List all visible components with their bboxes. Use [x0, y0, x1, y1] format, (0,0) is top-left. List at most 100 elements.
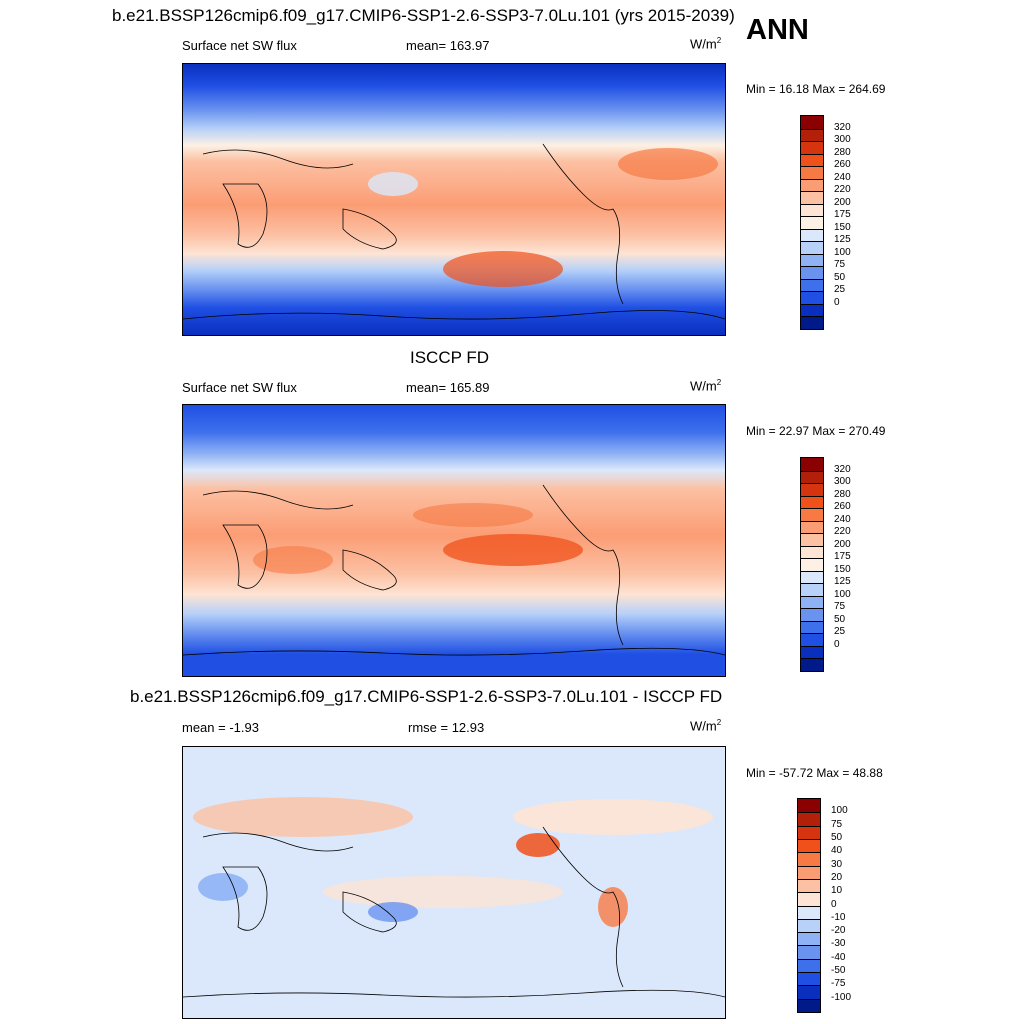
colorbar-label: 75 [831, 818, 843, 830]
colorbar-label: 0 [834, 638, 840, 650]
colorbar-box [801, 291, 823, 304]
colorbar-box [801, 645, 823, 659]
colorbar-label: -75 [831, 978, 846, 990]
colorbar-box [801, 278, 823, 292]
colorbar-box [801, 178, 823, 192]
colorbar-label: -30 [831, 938, 846, 950]
colorbar-label: 260 [834, 159, 851, 171]
colorbar-label: 50 [831, 831, 843, 843]
colorbar-box [801, 241, 823, 254]
colorbar-box [801, 508, 823, 521]
colorbar-label: 0 [831, 898, 837, 910]
colorbar-box [798, 945, 820, 959]
colorbar-box [801, 116, 823, 129]
main-title: b.e21.BSSP126cmip6.f09_g17.CMIP6-SSP1-2.… [112, 6, 735, 25]
colorbar-box [798, 958, 820, 973]
colorbar-label: -100 [831, 991, 852, 1003]
colorbar-label: 280 [834, 146, 851, 158]
panel1-left-label: Surface net SW flux [182, 38, 297, 53]
colorbar-label: 300 [834, 134, 851, 146]
colorbar-box [798, 892, 820, 906]
colorbar-label: 20 [831, 871, 843, 883]
colorbar-box [798, 838, 820, 853]
colorbar-box [798, 998, 820, 1012]
colorbar-label: 240 [834, 171, 851, 183]
colorbar-label: 125 [834, 234, 851, 246]
panel3-map [182, 746, 726, 1019]
colorbar-label: 30 [831, 858, 843, 870]
panel2-mean-label: mean= 165.89 [406, 380, 490, 395]
panel3-colorbar [797, 798, 821, 1013]
colorbar-label: 75 [834, 259, 846, 271]
colorbar-box [801, 458, 823, 471]
colorbar-box [801, 166, 823, 179]
colorbar-label: 25 [834, 284, 846, 296]
panel1-unit: W/m2 [690, 36, 722, 52]
colorbar-label: 50 [834, 271, 846, 283]
colorbar-box [801, 303, 823, 317]
colorbar-label: 200 [834, 538, 851, 550]
colorbar-label: 240 [834, 513, 851, 525]
colorbar-box [801, 228, 823, 242]
panel1-minmax: Min = 16.18 Max = 264.69 [746, 82, 886, 96]
colorbar-box [798, 905, 820, 919]
colorbar-label: 260 [834, 501, 851, 513]
colorbar-box [801, 595, 823, 609]
colorbar-box [798, 878, 820, 893]
colorbar-box [801, 620, 823, 634]
colorbar-box [798, 918, 820, 933]
colorbar-label: 0 [834, 296, 840, 308]
colorbar-box [798, 812, 820, 826]
panel2-title: ISCCP FD [410, 348, 490, 367]
colorbar-label: -40 [831, 951, 846, 963]
colorbar-label: 220 [834, 526, 851, 538]
panel2-minmax: Min = 22.97 Max = 270.49 [746, 424, 886, 438]
colorbar-label: 200 [834, 196, 851, 208]
colorbar-label: 150 [834, 563, 851, 575]
panel3-mean-label: mean = -1.93 [182, 720, 259, 735]
panel3-rmse-label: rmse = 12.93 [408, 720, 485, 735]
colorbar-box [798, 985, 820, 999]
colorbar-label: 175 [834, 551, 851, 563]
colorbar-box [801, 608, 823, 621]
colorbar-label: 150 [834, 221, 851, 233]
panel2-map [182, 404, 726, 677]
colorbar-box [801, 533, 823, 546]
season-label: ANN [746, 14, 809, 46]
colorbar-label: 175 [834, 209, 851, 221]
panel3-title: b.e21.BSSP126cmip6.f09_g17.CMIP6-SSP1-2.… [130, 687, 723, 706]
colorbar-label: 100 [834, 588, 851, 600]
colorbar-label: 40 [831, 845, 843, 857]
colorbar-box [801, 658, 823, 671]
colorbar-box [798, 932, 820, 946]
colorbar-box [798, 825, 820, 839]
colorbar-label: 75 [834, 601, 846, 613]
colorbar-box [801, 583, 823, 596]
colorbar-box [801, 520, 823, 534]
colorbar-box [798, 852, 820, 866]
panel1-colorbar [800, 115, 824, 330]
colorbar-label: 10 [831, 885, 843, 897]
colorbar-label: 320 [834, 121, 851, 133]
colorbar-box [798, 972, 820, 986]
colorbar-box [801, 545, 823, 559]
panel1-map [182, 63, 726, 336]
colorbar-box [801, 253, 823, 267]
panel2-unit: W/m2 [690, 378, 722, 394]
colorbar-label: 300 [834, 476, 851, 488]
colorbar-box [801, 570, 823, 584]
panel3-unit: W/m2 [690, 718, 722, 734]
colorbar-box [801, 316, 823, 329]
colorbar-box [798, 865, 820, 879]
colorbar-box [801, 141, 823, 154]
colorbar-box [801, 203, 823, 217]
colorbar-label: 320 [834, 463, 851, 475]
panel1-mean-label: mean= 163.97 [406, 38, 490, 53]
colorbar-label: 125 [834, 576, 851, 588]
colorbar-box [801, 191, 823, 204]
colorbar-box [801, 495, 823, 509]
colorbar-label: 100 [831, 805, 848, 817]
colorbar-label: -10 [831, 911, 846, 923]
colorbar-box [801, 128, 823, 142]
colorbar-box [801, 483, 823, 496]
